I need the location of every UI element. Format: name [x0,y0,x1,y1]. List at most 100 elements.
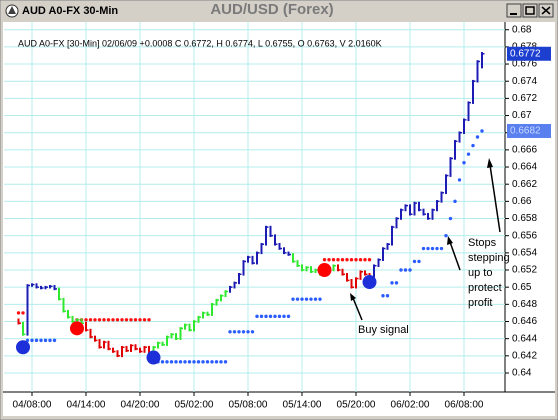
stop-dot [322,258,327,262]
close-icon [541,6,551,15]
annotation-arrowhead [487,158,493,168]
stop-dot [124,318,129,322]
y-tick-label: 0.68 [512,24,532,35]
stop-dot [210,360,214,364]
annotation-line: stepping [468,252,510,264]
stop-dot [142,318,147,322]
stop-dot [34,338,39,343]
stop-dot [39,338,43,343]
stop-dot [295,297,300,301]
stop-dot [435,246,439,251]
stop-dot [255,314,259,319]
stop-dot [354,258,358,262]
stop-dot [421,246,426,251]
stop-dot [241,330,246,334]
x-tick-label: 05/08:00 [229,400,268,411]
stop-dot [205,360,210,364]
stop-dot [43,338,48,343]
y-tick-label: 0.642 [512,350,537,361]
stop-dot [291,297,295,301]
stop-dot [277,314,282,319]
price-box [507,123,551,138]
stop-dot [462,161,466,165]
stop-dot [97,318,102,322]
annotation-arrowhead [350,293,356,301]
y-tick-label: 0.676 [512,59,537,70]
maximize-icon [525,6,535,15]
maximize-button[interactable] [522,3,538,18]
y-tick-label: 0.646 [512,316,537,327]
x-tick-label: 05/20:00 [337,400,376,411]
stop-dot [192,360,196,364]
stop-dot [93,318,97,322]
stop-dot [363,258,367,262]
y-tick-label: 0.674 [512,76,537,87]
title-bar [1,1,557,22]
stop-dot [426,246,430,251]
stop-dot [160,360,165,364]
stop-dot [214,360,219,364]
y-tick-label: 0.648 [512,299,537,310]
y-tick-label: 0.65 [512,282,532,293]
y-tick-label: 0.666 [512,145,537,156]
x-tick-label: 05/02:00 [175,400,214,411]
price-box [507,46,551,61]
stop-dot [412,259,417,264]
y-tick-label: 0.67 [512,110,532,121]
annotation-line: profit [468,297,492,309]
y-tick-label: 0.664 [512,162,537,173]
y-tick-label: 0.64 [512,368,532,379]
stop-dot [318,297,322,301]
signal-marker [362,275,377,290]
stop-dot [471,143,475,148]
stop-dot [16,311,21,315]
stop-dot [475,135,480,139]
stop-dot [201,360,205,364]
annotation-arrow [449,241,461,271]
stop-dot [228,330,232,334]
stop-dot [183,360,187,364]
stop-dot [336,258,340,262]
stop-dot [232,330,237,334]
stop-dot [259,314,264,319]
stop-dot [403,268,408,272]
stop-dot [30,338,34,343]
minimize-button[interactable] [506,3,522,18]
x-tick-label: 04/20:00 [121,400,160,411]
stop-dot [448,216,453,221]
stop-dot [408,268,412,272]
y-tick-label: 0.644 [512,333,537,344]
stop-dot [196,360,201,364]
stop-dot [25,338,30,343]
annotation-buy-signal: Buy signal [358,324,409,336]
stop-dot [88,318,93,322]
annotation-line: up to [468,267,492,279]
stop-dot [21,311,25,315]
price-box-label: 0.6682 [510,126,541,137]
y-tick-label: 0.656 [512,230,537,241]
stop-dot [169,360,174,364]
plot [16,52,485,365]
signal-marker [16,340,30,355]
stop-dot [111,318,115,322]
stop-dot [439,246,444,251]
stop-dot [331,258,336,262]
stop-dot [250,330,255,334]
stop-dot [394,281,399,285]
annotation-stops: Stops stepping up to protect profit [468,237,510,309]
stop-dot [147,318,151,322]
y-tick-label: 0.652 [512,265,537,276]
stop-dot [453,199,457,204]
stop-dot [313,297,318,301]
stop-dot [120,318,124,322]
stop-dot [349,258,354,262]
x-tick-label: 06/08:00 [445,400,484,411]
stop-dot [165,360,169,364]
signal-marker [70,321,84,336]
stop-dot [399,268,403,272]
stop-dot [129,318,133,322]
stop-dot [327,258,331,262]
stop-dot [430,246,435,251]
window-buttons[interactable] [506,3,554,18]
